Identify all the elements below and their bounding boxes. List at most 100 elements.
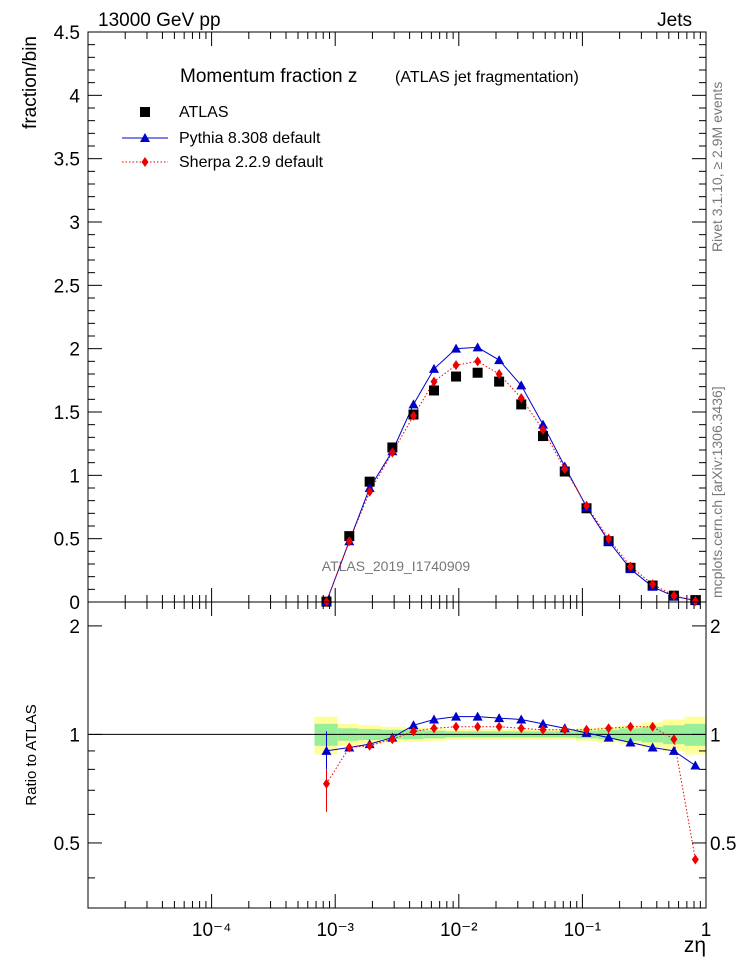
atlas-point [538,431,549,442]
tick-labels: 10⁻⁴ 10⁻³ 10⁻² 10⁻¹ 1 0 0.5 1 1.5 2 2.5 3 3.5 4 4.5 0.5… [54,23,737,941]
ratio-tick-label-left: 2 [69,617,80,638]
sherpa-2-2-9-default-point [474,356,482,367]
y-tick-label: 2 [69,340,80,361]
pythia-8-308-default-point [494,355,505,365]
sherpa-2-2-9-default-point [583,500,591,511]
sherpa-2-2-9-default-point [517,393,525,404]
ratio-tick-label-left: 1 [69,725,80,746]
atlas-point [451,371,462,382]
sherpa-2-2-9-default-ratio-point [409,726,417,737]
pythia-8-308-default-point [408,399,419,409]
sherpa-2-2-9-default-point [670,590,678,601]
header-left: 13000 GeV pp [98,10,221,31]
sherpa-2-2-9-default-ratio-point [670,734,678,745]
sherpa-2-2-9-default-ratio-point [539,724,547,735]
sherpa-2-2-9-default-ratio-point [474,721,482,732]
sherpa-2-2-9-default-ratio-line [326,726,696,860]
legend-marker-sherpa-2-2-9-default [141,157,149,167]
ratio-tick-label-left: 0.5 [54,834,80,855]
pythia-8-308-default-ratio-point [647,742,658,752]
x-axis-label: zη [684,934,706,957]
atlas-point [364,476,375,487]
pythia-8-308-default-ratio-point [494,713,505,723]
sherpa-2-2-9-default-ratio-point [366,740,374,751]
series-lines [326,346,696,860]
atlas-point [472,367,483,378]
pythia-8-308-default-ratio-point [451,711,462,721]
sherpa-2-2-9-default-ratio-point [627,721,635,732]
pythia-8-308-default-point [472,342,483,352]
legend: ATLAS Pythia 8.308 default Sherpa 2.2.9 de… [122,104,324,171]
x-tick-label: 1 [701,920,712,941]
ratio-tick-label-right: 2 [710,617,721,638]
x-tick-label: 10⁻⁴ [192,920,231,941]
ratio-axis-label: Ratio to ATLAS [23,704,40,805]
legend-label-pythia-8-308-default: Pythia 8.308 default [179,130,321,147]
ratio-tick-label-right: 1 [710,725,721,746]
legend-label-sherpa-2-2-9-default: Sherpa 2.2.9 default [179,154,324,171]
sherpa-2-2-9-default-point [691,596,699,607]
data-markers [321,342,701,865]
y-axis-label: fraction/bin [20,36,41,129]
y-tick-label: 4 [69,86,80,107]
y-tick-label: 0.5 [54,530,80,551]
sherpa-2-2-9-default-line [326,360,696,602]
sherpa-2-2-9-default-ratio-point [430,723,438,734]
pythia-8-308-default-point [538,419,549,429]
pythia-8-308-default-ratio-point [625,737,636,747]
sherpa-2-2-9-default-point [366,486,374,497]
atlas-point [516,399,527,410]
sherpa-2-2-9-default-point [388,447,396,458]
y-tick-label: 2.5 [54,276,80,297]
x-tick-label: 10⁻¹ [564,920,602,941]
y-tick-label: 0 [69,593,80,614]
sherpa-2-2-9-default-point [495,369,503,379]
mcplots-label: mcplots.cern.ch [arXiv:1306.3436] [709,386,725,598]
x-tick-label: 10⁻² [440,920,478,941]
sherpa-2-2-9-default-point [605,533,613,544]
pythia-8-308-default-ratio-point [516,714,527,724]
legend-label-atlas: ATLAS [179,104,229,121]
sherpa-2-2-9-default-ratio-point [605,723,613,734]
pythia-8-308-default-ratio-point [538,718,549,728]
chart-subtitle: (ATLAS jet fragmentation) [395,69,579,86]
chart-title: Momentum fraction z [180,66,357,87]
atlas-point [344,531,355,542]
pythia-8-308-default-ratio-point [408,720,419,730]
atlas-point [494,376,505,387]
ratio-plot-frame [87,601,707,909]
sherpa-2-2-9-default-ratio-point [517,723,525,734]
sherpa-2-2-9-default-point [539,424,547,435]
legend-marker-atlas [140,107,150,117]
pythia-8-308-default-ratio-point [472,711,483,721]
sherpa-2-2-9-default-ratio-point [495,721,503,732]
pythia-8-308-default-ratio-point [603,732,614,742]
pythia-8-308-default-ratio-point [428,714,439,724]
sherpa-2-2-9-default-ratio-point [561,724,569,735]
sherpa-2-2-9-default-point [430,376,438,387]
sherpa-2-2-9-default-point [345,536,353,547]
sherpa-2-2-9-default-point [649,579,657,590]
pythia-8-308-default-point [451,343,462,353]
sherpa-2-2-9-default-point [452,360,460,371]
analysis-watermark: ATLAS_2019_I1740909 [322,558,471,574]
y-tick-label: 3.5 [54,150,80,171]
y-tick-label: 3 [69,213,80,234]
y-tick-label: 1.5 [54,403,80,424]
sherpa-2-2-9-default-point [409,410,417,421]
sherpa-2-2-9-default-ratio-point [691,854,699,865]
sherpa-2-2-9-default-ratio-point [452,721,460,732]
ratio-uncertainty-band [88,716,706,755]
pythia-8-308-default-point [428,363,439,373]
pythia-8-308-default-point [516,380,527,390]
pythia-8-308-default-ratio-line [326,716,696,766]
pythia-8-308-default-ratio-point [668,745,679,755]
atlas-point [428,385,439,396]
rivet-label: Rivet 3.1.10, ≥ 2.9M events [709,82,725,252]
y-tick-label: 1 [69,466,80,487]
y-tick-label: 4.5 [54,23,80,44]
sherpa-2-2-9-default-ratio-point [583,724,591,735]
ratio-tick-label-right: 0.5 [710,834,736,855]
x-tick-label: 10⁻³ [316,920,354,941]
